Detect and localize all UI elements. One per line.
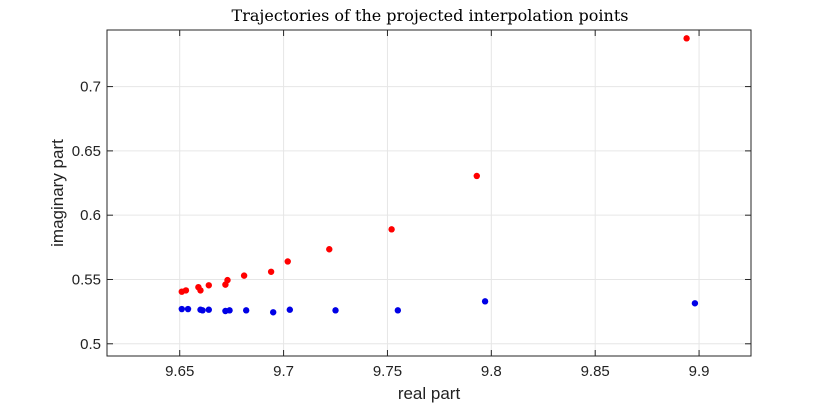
x-tick-label: 9.7 (273, 363, 294, 380)
data-point-series-1 (388, 226, 395, 233)
data-point-series-2 (481, 298, 489, 305)
data-point-series-2 (691, 300, 699, 307)
data-point-series-1 (326, 246, 333, 253)
grid-layer (107, 30, 751, 356)
x-tick-label: 9.8 (481, 363, 502, 380)
x-tick-label: 9.65 (165, 363, 194, 380)
y-tick-label: 0.6 (80, 207, 101, 224)
data-point-series-2 (178, 305, 185, 313)
data-point-series-1 (473, 172, 480, 180)
tick-layer: 9.65 9.7 9.75 9.8 9.85 9.9 0.5 0.55 0.6 0.65 0.7 (72, 30, 751, 380)
x-tick-label: 9.9 (689, 363, 710, 380)
data-point-series-2 (242, 307, 250, 314)
data-point-series-2 (332, 307, 339, 314)
plot-area (106, 29, 752, 357)
data-point-series-1 (205, 282, 212, 289)
chart-title: Trajectories of the projected interpolat… (232, 6, 629, 25)
y-axis-label: imaginary part (48, 139, 67, 247)
data-point-series-2 (394, 307, 402, 314)
data-point-series-2 (199, 307, 206, 314)
y-tick-label: 0.65 (72, 143, 101, 160)
data-point-series-1 (284, 258, 291, 265)
y-tick-label: 0.5 (80, 336, 101, 353)
data-point-series-2 (269, 309, 277, 316)
data-point-series-2 (184, 305, 192, 313)
y-tick-label: 0.55 (72, 271, 101, 288)
data-point-series-1 (683, 35, 690, 42)
y-tick-label: 0.7 (80, 79, 101, 96)
data-point-series-1 (240, 272, 248, 279)
data-point-series-2 (205, 306, 212, 313)
data-point-series-1 (267, 268, 275, 275)
data-point-series-2 (226, 307, 233, 314)
data-point-series-1 (197, 287, 204, 294)
points-layer (178, 35, 699, 316)
x-axis-label: real part (398, 384, 461, 403)
data-point-series-1 (224, 276, 231, 284)
data-point-series-1 (182, 287, 190, 294)
data-point-series-2 (286, 306, 294, 313)
x-tick-label: 9.75 (373, 363, 402, 380)
x-tick-label: 9.85 (581, 363, 610, 380)
